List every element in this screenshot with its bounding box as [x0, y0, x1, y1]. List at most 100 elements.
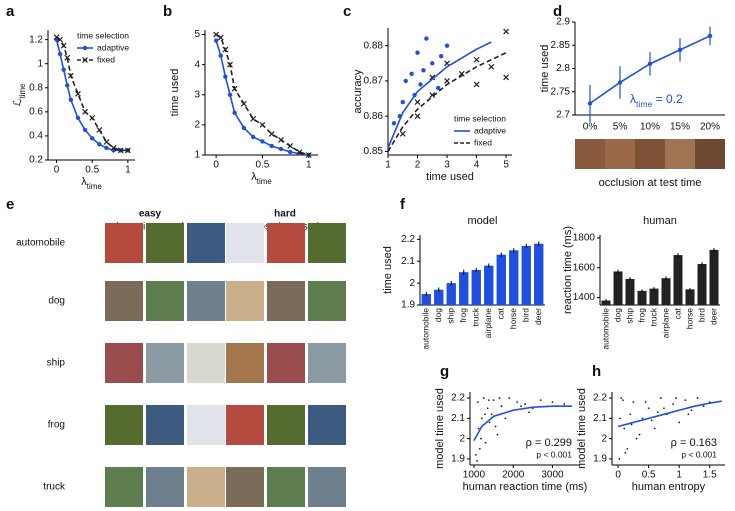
- marker: [90, 136, 95, 141]
- marker: [488, 421, 491, 424]
- marker: [618, 458, 621, 460]
- marker: [430, 61, 435, 66]
- y-tick-label: 1400: [573, 292, 596, 303]
- marker: [620, 397, 623, 399]
- text-part: occlusion at test time: [599, 177, 702, 189]
- image: [146, 223, 184, 263]
- x-tick-label: dog: [433, 308, 443, 322]
- y-tick-label: 0.8: [29, 82, 43, 93]
- marker: [223, 74, 228, 79]
- text-part: = 0.2: [652, 92, 683, 106]
- text-part: time used: [382, 246, 394, 294]
- legend-label: fixed: [474, 137, 492, 147]
- image: [267, 223, 305, 263]
- legend-label: adaptive: [474, 125, 506, 135]
- text-part: λ: [251, 171, 257, 183]
- marker: [647, 407, 650, 410]
- x-tick-label: 0%: [583, 122, 598, 133]
- bar: [509, 250, 519, 305]
- column-title: easy: [139, 209, 162, 220]
- subscript: time: [257, 177, 273, 186]
- x-axis-label: time used: [426, 171, 474, 183]
- bar: [613, 271, 623, 305]
- x-tick-label: 0: [615, 470, 621, 481]
- marker: [82, 127, 88, 133]
- marker: [438, 54, 444, 59]
- y-tick-label: 0.88: [364, 40, 384, 51]
- marker: [624, 451, 627, 454]
- text-part: model time used: [576, 388, 588, 469]
- x-axis-label: occlusion at test time: [599, 177, 702, 189]
- marker: [524, 403, 526, 406]
- legend-title: time selection: [454, 113, 506, 123]
- marker: [647, 61, 653, 67]
- bar: [496, 254, 506, 305]
- marker: [217, 34, 224, 41]
- legend-label: fixed: [97, 54, 115, 64]
- subscript: time: [636, 99, 652, 109]
- marker: [421, 68, 426, 73]
- image: [187, 223, 225, 263]
- bar: [471, 270, 481, 305]
- y-tick-label: 1.9: [451, 454, 465, 465]
- image: [308, 343, 346, 383]
- marker: [296, 149, 303, 155]
- y-tick-label: 2.2: [593, 393, 607, 404]
- marker: [241, 125, 247, 131]
- marker: [484, 441, 487, 444]
- marker: [82, 57, 88, 63]
- bar: [484, 265, 494, 305]
- y-tick-label: 2: [409, 278, 415, 289]
- x-tick-label: 15%: [670, 122, 690, 133]
- x-tick-label: airplane: [483, 308, 493, 339]
- marker: [659, 397, 662, 399]
- marker: [60, 42, 67, 49]
- panel-label: e: [6, 196, 14, 213]
- text-part: human entropy: [632, 481, 706, 493]
- bar: [434, 289, 444, 305]
- x-tick-label: 20%: [700, 122, 720, 133]
- x-tick-label: 2000: [502, 470, 525, 481]
- x-tick-label: airplane: [660, 308, 670, 339]
- bar: [649, 288, 659, 305]
- x-tick-label: 5: [503, 160, 509, 171]
- row-label: dog: [48, 296, 65, 307]
- marker: [68, 97, 74, 103]
- x-tick-label: ship: [446, 308, 456, 324]
- annotation: p < 0.001: [681, 449, 717, 459]
- image: [187, 343, 225, 383]
- image: [308, 405, 346, 445]
- marker: [82, 45, 88, 51]
- x-tick-label: automobile: [600, 308, 610, 350]
- x-axis-label: λtime: [251, 171, 272, 186]
- panel-label: f: [400, 196, 406, 213]
- image: [146, 281, 184, 321]
- marker: [268, 130, 275, 137]
- line: [617, 400, 723, 428]
- panel-label: d: [553, 3, 562, 20]
- image: [146, 343, 184, 383]
- marker: [622, 399, 624, 402]
- x-tick-label: 3: [444, 160, 450, 171]
- x-tick-label: 1: [385, 160, 391, 171]
- legend-label: adaptive: [97, 42, 129, 52]
- marker: [630, 423, 633, 426]
- marker: [476, 401, 479, 404]
- marker: [644, 401, 647, 404]
- row-label: automobile: [16, 238, 65, 249]
- marker: [504, 417, 507, 420]
- marker: [474, 453, 477, 456]
- y-tick-label: 2.8: [556, 63, 570, 74]
- y-tick-label: 2.75: [551, 86, 571, 97]
- y-tick-label: 2: [194, 120, 200, 131]
- subscript: time: [87, 182, 103, 191]
- y-tick-label: 1: [37, 58, 43, 69]
- marker: [222, 46, 229, 53]
- x-tick-label: 0: [54, 165, 60, 176]
- x-tick-label: cat: [496, 307, 506, 319]
- marker: [528, 411, 530, 414]
- text-part: time used: [426, 171, 474, 183]
- panel-label: c: [343, 3, 351, 20]
- x-tick-label: truck: [648, 307, 658, 326]
